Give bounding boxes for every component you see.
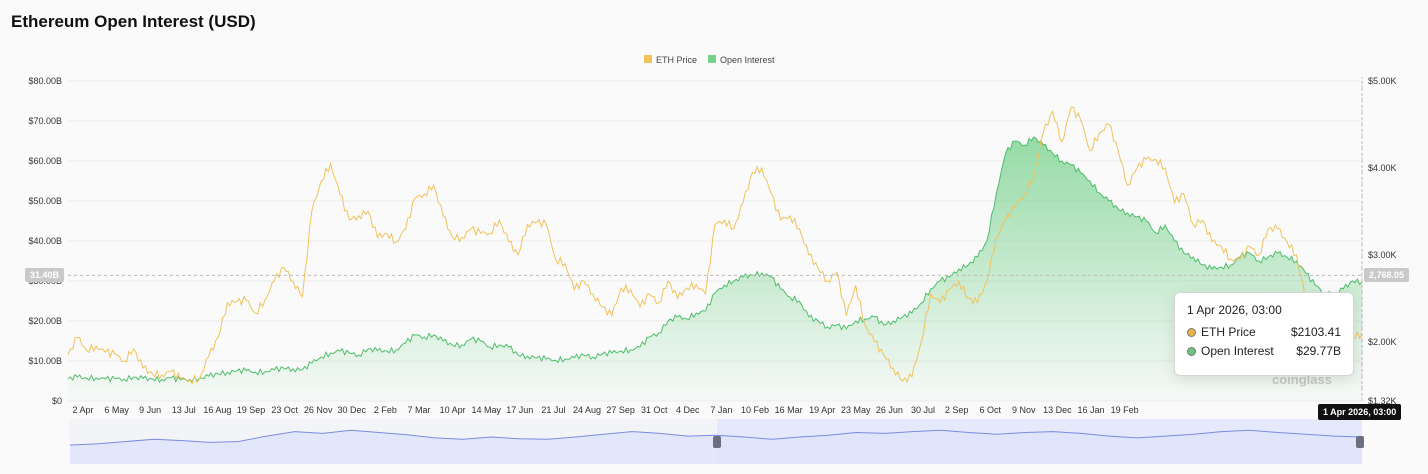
x-tick-label: 23 May [841,405,871,415]
legend-label-price: ETH Price [656,55,697,65]
x-tick-label: 16 Jan [1077,405,1104,415]
x-tick-label: 6 May [104,405,129,415]
y-axis-right: $1.32K $2.00K $3.00K $4.00K $5.00K [1361,76,1397,406]
y-right-tick-label: $5.00K [1368,76,1397,86]
x-tick-label: 10 Feb [741,405,769,415]
x-tick-label: 7 Mar [407,405,430,415]
x-tick-label: 19 Feb [1111,405,1139,415]
x-tick-label: 9 Nov [1012,405,1036,415]
crosshair-right-label: 2,768.05 [1364,268,1410,282]
crosshair-left-label: 31.40B [25,268,65,282]
x-tick-label: 7 Jan [710,405,732,415]
y-left-tick-label: $20.00B [28,316,62,326]
tooltip-price-label: ETH Price [1201,325,1256,339]
x-tick-label: 2 Sep [945,405,969,415]
tooltip-oi-dot [1187,346,1196,356]
tooltip-row-price: ETH Price $2103.41 [1187,325,1341,339]
legend-label-oi: Open Interest [720,55,775,65]
y-left-tick-label: $40.00B [28,236,62,246]
x-tick-label: 16 Aug [203,405,231,415]
x-tick-label: 21 Jul [541,405,565,415]
x-tick-label: 30 Jul [911,405,935,415]
tooltip-row-oi: Open Interest $29.77B [1187,344,1341,358]
x-tick-label: 9 Jun [139,405,161,415]
chart-title: Ethereum Open Interest (USD) [11,12,256,31]
crosshair [68,81,1363,401]
y-left-tick-label: $0 [52,396,62,406]
y-left-tick-label: $10.00B [28,356,62,366]
x-tick-label: 16 Mar [775,405,803,415]
y-right-tick-label: $1.32K [1368,396,1397,406]
x-tick-label: 30 Dec [338,405,367,415]
x-tick-label: 26 Nov [304,405,333,415]
legend-swatch-oi [708,55,716,63]
x-tick-label: 4 Dec [676,405,700,415]
x-axis: 2 Apr 6 May 9 Jun 13 Jul 16 Aug 19 Sep 23 Oct 2… [72,405,1138,415]
navigator-handle-left[interactable] [713,436,721,448]
x-tick-label: 24 Aug [573,405,601,415]
x-tick-label: 10 Apr [440,405,466,415]
y-right-tick-label: $4.00K [1368,163,1397,173]
x-tick-label: 14 May [471,405,501,415]
open-interest-series-line [67,136,1363,384]
navigator-handle-right[interactable] [1356,436,1364,448]
y-left-tick-label: $60.00B [28,156,62,166]
y-left-tick-label: $80.00B [28,76,62,86]
x-tick-label: 23 Oct [271,405,298,415]
y-right-tick-label: $3.00K [1368,250,1397,260]
navigator[interactable] [69,419,1364,464]
tooltip-oi-value: $29.77B [1296,344,1341,358]
x-tick-label: 17 Jun [506,405,533,415]
x-tick-label: 13 Jul [172,405,196,415]
x-tick-label: 13 Dec [1043,405,1072,415]
tooltip: 1 Apr 2026, 03:00 ETH Price $2103.41 Ope… [1174,292,1354,376]
plot-area[interactable] [67,106,1363,401]
x-tick-label: 26 Jun [876,405,903,415]
x-tick-label: 19 Apr [809,405,835,415]
tooltip-price-value: $2103.41 [1290,325,1341,339]
eth-price-series-line [67,106,1363,386]
open-interest-area [68,137,1362,401]
tooltip-price-dot [1187,327,1196,337]
x-tick-label: 31 Oct [641,405,668,415]
y-axis-left: $0$10.00B$20.00B$30.00B$40.00B$50.00B$60… [28,76,62,406]
y-right-tick-label: $2.00K [1368,337,1397,347]
x-tick-label: 2 Feb [374,405,397,415]
tooltip-date: 1 Apr 2026, 03:00 [1187,303,1282,317]
legend-swatch-price [644,55,652,63]
y-left-tick-label: $50.00B [28,196,62,206]
crosshair-date-label: 1 Apr 2026, 03:00 [1318,404,1402,420]
x-tick-label: 19 Sep [237,405,266,415]
navigator-line [69,429,1363,446]
y-left-tick-label: $70.00B [28,116,62,126]
tooltip-oi-label: Open Interest [1201,344,1274,358]
gridlines [68,80,1362,402]
x-tick-label: 2 Apr [72,405,93,415]
x-tick-label: 6 Oct [979,405,1001,415]
legend[interactable]: ETH Price Open Interest [644,55,775,65]
x-tick-label: 27 Sep [606,405,635,415]
